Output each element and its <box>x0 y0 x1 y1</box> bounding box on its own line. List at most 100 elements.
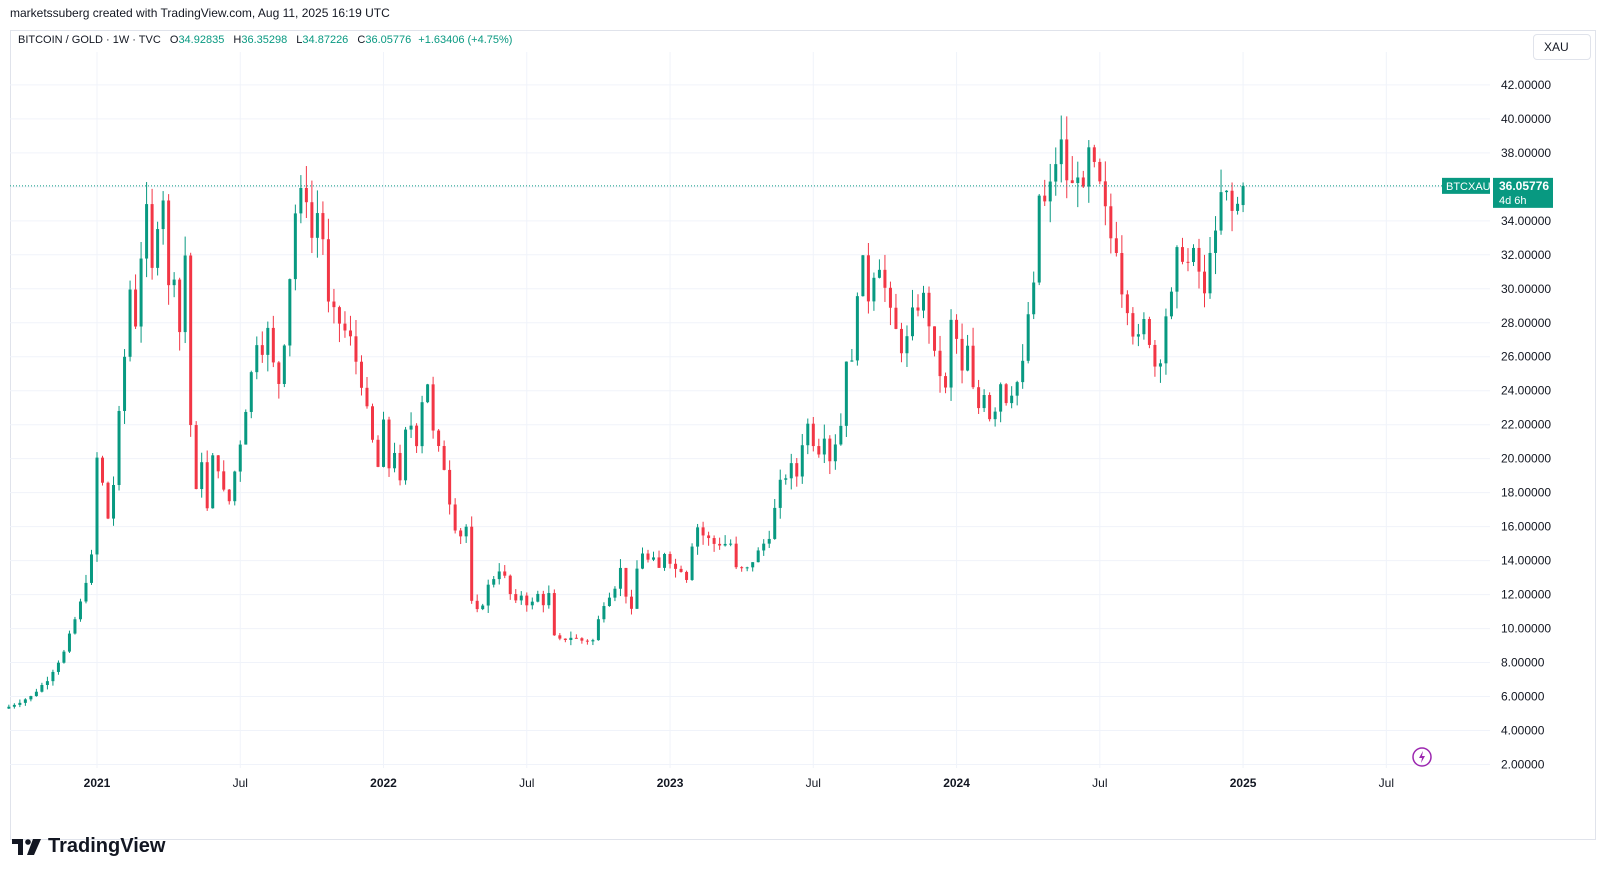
candle-up <box>1021 360 1025 383</box>
y-tick-label: 22.00000 <box>1501 418 1551 432</box>
candle-up <box>382 419 386 467</box>
candle-up <box>1175 247 1179 292</box>
y-tick-label: 10.00000 <box>1501 622 1551 636</box>
candle-down <box>629 596 633 609</box>
low-label: L <box>296 34 303 46</box>
candle-down <box>321 213 325 240</box>
close-label: C <box>357 34 366 46</box>
candle-up <box>999 384 1003 412</box>
close-value: 36.05776 <box>365 34 412 46</box>
candle-up <box>233 471 237 502</box>
currency-selector[interactable]: XAU <box>1533 34 1591 60</box>
candle-up <box>78 601 82 620</box>
candle-up <box>12 704 16 707</box>
candle-up <box>492 579 496 585</box>
candle-down <box>437 430 441 447</box>
candle-down <box>574 637 578 639</box>
brand-name: TradingView <box>48 835 166 857</box>
candle-down <box>1147 318 1151 345</box>
candle-down <box>332 301 336 308</box>
high-label: H <box>233 34 242 46</box>
candle-down <box>1004 384 1008 404</box>
candle-up <box>778 479 782 508</box>
candle-up <box>696 527 700 547</box>
candle-up <box>200 462 204 490</box>
candle-up <box>393 452 397 469</box>
candle-up <box>299 187 303 214</box>
candle-down <box>453 504 457 531</box>
candle-down <box>558 635 562 639</box>
candle-up <box>905 336 909 354</box>
candle-down <box>101 457 105 483</box>
candle-down <box>514 594 518 601</box>
candle-up <box>663 554 667 568</box>
candle-down <box>740 567 744 569</box>
candle-up <box>993 411 997 420</box>
candle-down <box>354 336 358 362</box>
candle-down <box>387 419 391 469</box>
candle-up <box>128 289 132 357</box>
candle-down <box>304 187 308 203</box>
candle-down <box>866 255 870 302</box>
candle-down <box>1120 253 1124 295</box>
candle-down <box>415 425 419 447</box>
lightning-icon[interactable] <box>1412 747 1432 767</box>
candle-up <box>1015 382 1019 396</box>
candle-up <box>409 425 413 430</box>
candle-down <box>365 387 369 407</box>
y-tick-label: 42.00000 <box>1501 78 1551 92</box>
candle-down <box>552 593 556 636</box>
candle-down <box>431 384 435 431</box>
candle-down <box>525 595 529 606</box>
price-tag-ticker: BTCXAU <box>1446 181 1491 193</box>
candle-up <box>249 372 253 412</box>
candle-up <box>729 543 733 545</box>
x-tick-label: Jul <box>806 776 821 790</box>
candle-down <box>701 527 705 536</box>
candle-down <box>674 563 678 569</box>
candle-up <box>266 327 270 355</box>
candle-down <box>811 423 815 447</box>
candle-down <box>194 425 198 490</box>
candle-down <box>624 567 628 597</box>
candle-down <box>971 345 975 388</box>
candle-up <box>420 402 424 447</box>
candle-up <box>767 538 771 544</box>
candle-up <box>288 279 292 346</box>
candle-down <box>1180 247 1184 262</box>
candle-down <box>1081 177 1085 187</box>
candle-up <box>949 319 953 388</box>
ohlc-legend: BITCOIN / GOLD · 1W · TVC O34.92835 H36.… <box>18 34 512 46</box>
price-tag-price: 36.05776 <box>1499 179 1549 193</box>
candle-down <box>817 446 821 455</box>
candle-down <box>734 543 738 568</box>
candle-up <box>89 554 93 583</box>
candle-down <box>1197 247 1201 272</box>
candle-down <box>1203 271 1207 294</box>
candle-down <box>988 395 992 420</box>
tradingview-logo: TradingView <box>12 835 165 858</box>
candle-up <box>183 255 187 333</box>
symbol-label[interactable]: BITCOIN / GOLD · 1W · TVC <box>18 34 161 46</box>
candle-up <box>62 651 66 663</box>
candle-up <box>723 543 727 546</box>
candle-up <box>1010 395 1014 404</box>
candle-up <box>833 444 837 462</box>
candle-down <box>1230 190 1234 211</box>
low-value: 34.87226 <box>302 34 349 46</box>
candle-down <box>359 361 363 388</box>
candle-up <box>1048 181 1052 202</box>
candle-down <box>216 455 220 472</box>
candle-down <box>944 376 948 388</box>
candle-up <box>789 463 793 479</box>
candle-up <box>745 567 749 569</box>
y-tick-label: 24.00000 <box>1501 384 1551 398</box>
candle-down <box>563 638 567 641</box>
candle-down <box>222 471 226 490</box>
candle-down <box>679 568 683 572</box>
candle-up <box>822 438 826 455</box>
candle-down <box>1125 294 1129 314</box>
candle-up <box>591 640 595 642</box>
candle-down <box>167 200 171 286</box>
